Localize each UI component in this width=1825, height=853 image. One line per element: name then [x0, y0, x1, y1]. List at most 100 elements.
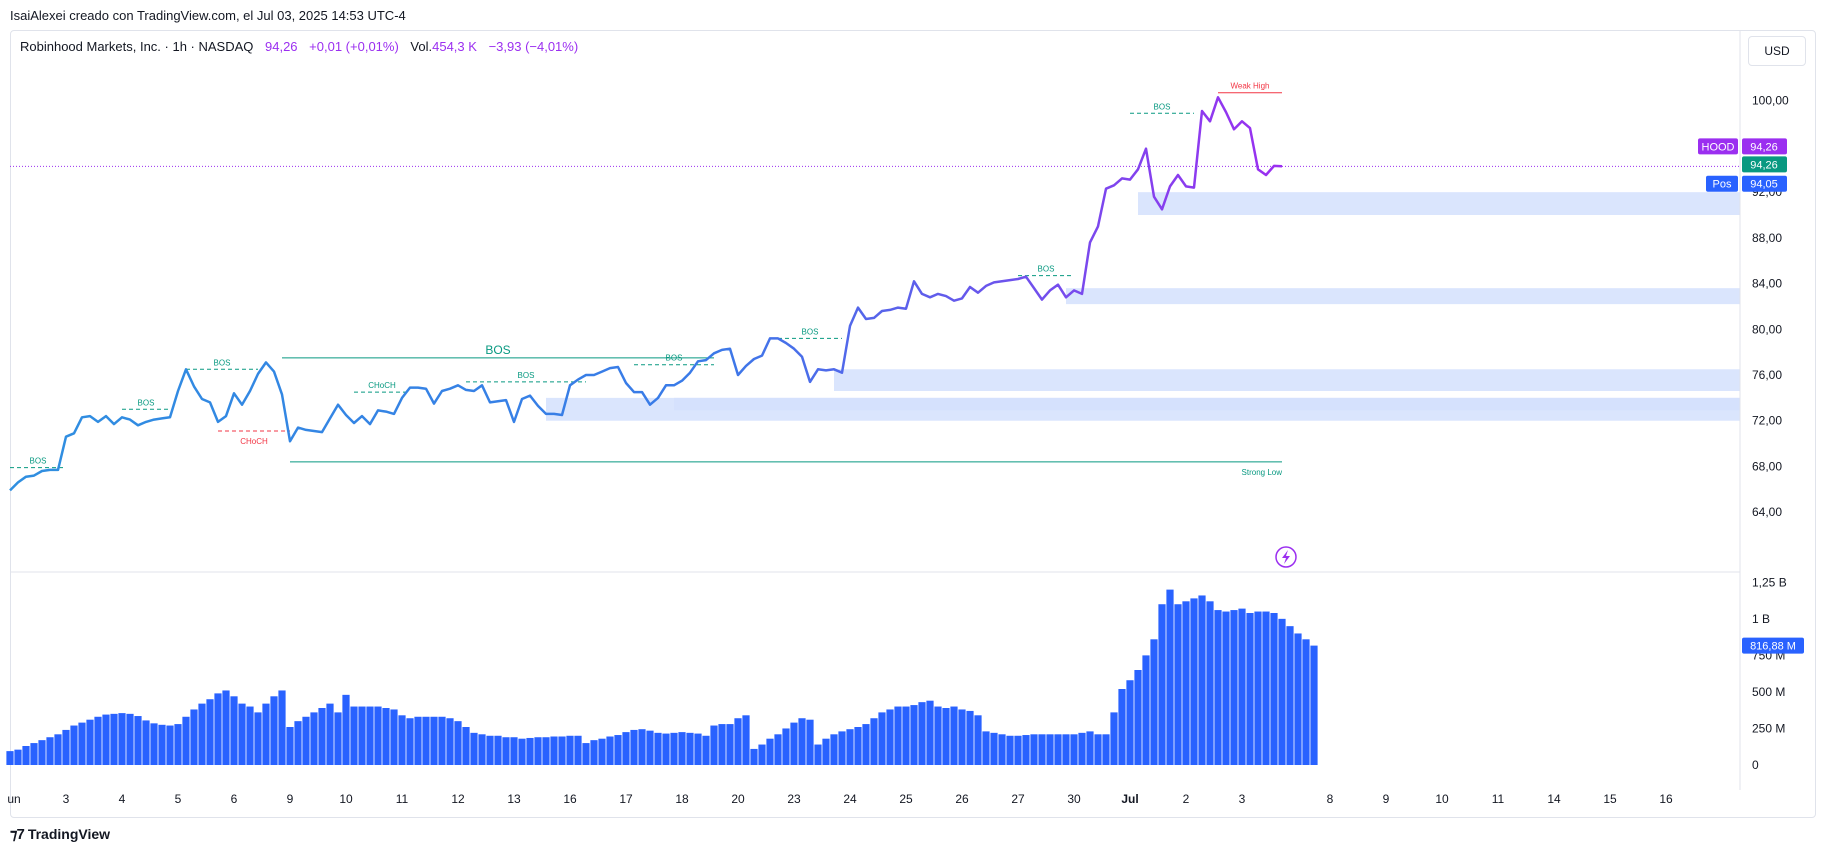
volume-bar: [838, 731, 846, 765]
time-tick-label: 16: [563, 792, 577, 806]
symbol-legend[interactable]: Robinhood Markets, Inc. · 1h · NASDAQ 94…: [20, 39, 578, 54]
volume-bar: [662, 733, 670, 765]
tradingview-logo[interactable]: ⁊7 TradingView: [10, 825, 110, 843]
volume-bar: [1302, 639, 1310, 765]
volume-bar: [638, 729, 646, 765]
market-structure-lines: BOS BOS BOS CHoCH BOS CHoCH BOS BOS BOS BOS BOS Wea…: [10, 82, 1282, 477]
time-tick-label: 9: [287, 792, 294, 806]
volume-bar: [966, 710, 974, 765]
volume-bar: [670, 732, 678, 765]
price-line: [9, 96, 1283, 492]
volume-bar: [406, 718, 414, 765]
event-icon[interactable]: [1275, 546, 1297, 568]
time-tick-label: 30: [1067, 792, 1081, 806]
structure-label-3: CHoCH: [240, 437, 268, 446]
symbol-label[interactable]: Robinhood Markets, Inc. · 1h · NASDAQ: [20, 39, 254, 54]
volume-bar: [766, 738, 774, 765]
price-tick-label: 68,00: [1752, 459, 1782, 473]
volume-bar: [694, 733, 702, 765]
volume-bar: [678, 732, 686, 765]
order-block-zone-2: [834, 369, 1740, 391]
volume-bar: [782, 728, 790, 765]
volume-bar: [1054, 734, 1062, 765]
time-tick-label: 23: [787, 792, 801, 806]
volume-bar: [158, 724, 166, 765]
volume-bar: [222, 690, 230, 765]
time-tick-label: un: [7, 792, 20, 806]
time-tick-label: 14: [1547, 792, 1561, 806]
volume-bar: [950, 706, 958, 765]
volume-bar: [62, 729, 70, 765]
volume-bar: [790, 722, 798, 765]
volume-bar: [246, 706, 254, 765]
volume-bar: [398, 715, 406, 765]
time-tick-label: 3: [63, 792, 70, 806]
volume-bar: [1150, 639, 1158, 765]
price-tag-label-bg: [1706, 175, 1738, 192]
price-tag-value-bg: [1742, 156, 1787, 173]
time-axis[interactable]: un 3 4 5 6 9 10 11 12 13 16 17 18 20 23 24 25 26 27 30 Jul 2 3…: [7, 792, 1673, 806]
volume-bar: [1134, 670, 1142, 765]
volume-bar: [518, 738, 526, 765]
structure-label-11: Weak High: [1231, 82, 1270, 91]
volume-bar: [1126, 680, 1134, 765]
volume-bar: [14, 749, 22, 765]
volume-tick-label: 250 M: [1752, 721, 1785, 735]
price-tick-label: 84,00: [1752, 277, 1782, 291]
volume-bar: [718, 724, 726, 765]
volume-bar: [606, 736, 614, 765]
volume-bar: [1286, 626, 1294, 765]
volume-bar: [494, 735, 502, 765]
volume-bar: [1238, 608, 1246, 765]
volume-tick-label: 500 M: [1752, 685, 1785, 699]
volume-bar: [582, 743, 590, 765]
volume-bar: [990, 732, 998, 765]
volume-bar: [262, 703, 270, 765]
structure-label-5: CHoCH: [368, 381, 396, 390]
volume-bar: [846, 729, 854, 765]
volume-bar: [310, 712, 318, 765]
price-tag-value: 94,05: [1750, 179, 1778, 191]
volume-bar: [1230, 610, 1238, 765]
time-tick-label: 18: [675, 792, 689, 806]
volume-bar: [462, 727, 470, 765]
volume-bar: [230, 696, 238, 765]
volume-bar: [302, 716, 310, 765]
volume-bar: [30, 743, 38, 765]
volume-bar: [38, 740, 46, 765]
volume-change: −3,93 (−4,01%): [488, 39, 579, 54]
volume-tag: 816,88 M: [1750, 641, 1796, 653]
order-block-zone-4: [674, 397, 1740, 411]
volume-bar: [430, 716, 438, 765]
volume-bar: [710, 725, 718, 765]
volume-bar: [550, 736, 558, 765]
structure-label-12: Strong Low: [1242, 468, 1283, 477]
volume-bar: [1142, 655, 1150, 765]
volume-bar: [998, 734, 1006, 765]
volume-bar: [1182, 601, 1190, 765]
price-tag-label: HOOD: [1702, 141, 1735, 153]
price-series-line: [9, 96, 1283, 492]
time-tick-label: 17: [619, 792, 633, 806]
volume-bar: [6, 751, 14, 765]
volume-bar: [910, 705, 918, 765]
volume-bar: [1094, 734, 1102, 765]
volume-bar: [1110, 712, 1118, 765]
volume-bar: [1246, 613, 1254, 765]
volume-bar: [1198, 595, 1206, 765]
volume-bar: [646, 730, 654, 765]
structure-label-7: BOS: [666, 354, 683, 363]
structure-label-9: BOS: [1038, 265, 1055, 274]
currency-button[interactable]: USD: [1748, 36, 1806, 66]
price-tick-label: 64,00: [1752, 505, 1782, 519]
volume-bar: [1102, 734, 1110, 765]
volume-bar: [1166, 589, 1174, 765]
volume-bar: [134, 716, 142, 765]
price-axis[interactable]: 64,0068,0072,0076,0080,0084,0088,0092,00…: [1752, 94, 1789, 519]
price-tag-value: 94,26: [1750, 159, 1778, 171]
volume-bar: [1294, 633, 1302, 765]
volume-bar: [798, 718, 806, 765]
volume-bar: [598, 738, 606, 765]
